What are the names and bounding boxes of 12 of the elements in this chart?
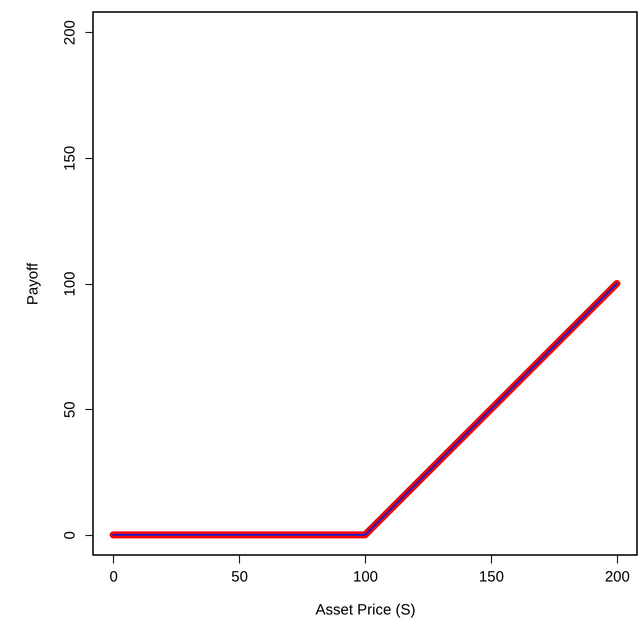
x-tick-label: 150 xyxy=(478,568,504,586)
y-tick-label: 100 xyxy=(62,271,78,297)
x-tick-label: 0 xyxy=(109,568,118,586)
y-tick-label: 0 xyxy=(62,531,78,540)
y-tick-label: 200 xyxy=(62,20,78,46)
x-tick-label: 200 xyxy=(604,568,630,586)
y-tick-label: 50 xyxy=(62,401,78,418)
x-tick-label: 100 xyxy=(352,568,378,586)
y-tick-label: 150 xyxy=(62,146,78,171)
y-axis-title: Payoff xyxy=(24,262,42,306)
x-tick-label: 50 xyxy=(231,568,248,586)
x-axis-title: Asset Price (S) xyxy=(315,602,416,618)
